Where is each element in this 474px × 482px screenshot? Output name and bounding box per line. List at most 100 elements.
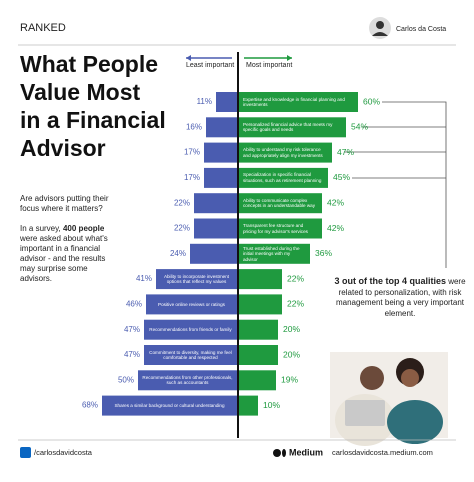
medium-icon <box>273 449 281 457</box>
value-label-most: 19% <box>281 375 298 385</box>
bracket <box>344 101 447 268</box>
value-label-least: 17% <box>184 173 200 182</box>
bar-least <box>204 142 238 163</box>
category-label: Trust established during the initial mee… <box>243 245 300 262</box>
intro-question: Are advisors putting their focus where i… <box>20 194 109 213</box>
value-label-most: 42% <box>327 223 344 233</box>
bar-most <box>238 142 332 163</box>
value-label-most: 22% <box>287 273 304 283</box>
value-label-least: 41% <box>136 274 152 283</box>
arrow-head <box>186 55 191 61</box>
legend-least: Least important <box>186 62 235 69</box>
site: carlosdavidcosta.medium.com <box>332 448 433 457</box>
bar-most <box>238 243 310 264</box>
value-label-least: 17% <box>184 148 200 157</box>
bar-least <box>146 294 238 315</box>
value-label-most: 45% <box>333 172 350 182</box>
category-label: Recommendations from other professionals… <box>142 374 233 386</box>
linkedin-icon <box>20 447 31 458</box>
bar-least <box>156 269 238 290</box>
bar-least <box>206 117 238 138</box>
category-label: Ability to incorporate investment option… <box>163 273 230 285</box>
title-line: Advisor <box>20 135 106 161</box>
bar-least <box>204 167 238 188</box>
bar-most <box>238 294 282 315</box>
value-label-most: 10% <box>263 400 280 410</box>
value-label-least: 16% <box>186 122 202 131</box>
intro-text: In a survey, <box>20 224 63 233</box>
bar-least <box>194 218 238 239</box>
bar-most <box>238 370 276 391</box>
arrow-head <box>287 55 292 61</box>
category-label: Ability to understand my risk tolerance … <box>243 147 323 158</box>
intro-emphasis: 400 people <box>62 224 105 233</box>
category-label: Recommendations from friends or family <box>149 326 232 332</box>
value-label-most: 42% <box>327 197 344 207</box>
bar-least <box>102 395 238 416</box>
bar-most <box>238 117 346 138</box>
header-label: RANKED <box>20 22 66 34</box>
person-face <box>401 369 419 387</box>
annotation-text: were related to personalization, with ri… <box>335 277 466 318</box>
photo <box>330 352 448 446</box>
value-label-most: 60% <box>363 96 380 106</box>
bar-most <box>238 218 322 239</box>
bars: 11% 60% 16% 54% 17% 47% 17% 45% 22% 42% 22% 42% 24% 3… <box>82 92 380 416</box>
bar-least <box>144 345 238 365</box>
value-label-least: 68% <box>82 401 98 410</box>
title-line: in a Financial <box>20 107 166 133</box>
category-label: Specialization in specific financial sit… <box>243 172 322 183</box>
category-label: Commitment to diversity, making me feel … <box>149 349 232 360</box>
annotation-highlight: 3 out of the top 4 qualities <box>334 276 446 286</box>
bar-most <box>238 319 278 340</box>
intro-body: In a survey, 400 people were asked about… <box>20 224 120 284</box>
person-shirt <box>387 400 443 444</box>
author: Carlos da Costa <box>396 26 446 33</box>
bar-most <box>238 345 278 365</box>
value-label-most: 47% <box>337 147 354 157</box>
avatar-body <box>372 32 388 36</box>
bar-least <box>138 370 238 391</box>
value-label-most: 54% <box>351 122 368 132</box>
value-label-least: 22% <box>174 224 190 233</box>
value-label-least: 50% <box>118 375 134 384</box>
category-label: Shares a similar background or cultural … <box>114 402 225 408</box>
value-label-least: 47% <box>124 325 140 334</box>
category-label: Ability to communicate complex concepts … <box>243 197 316 209</box>
annotation: 3 out of the top 4 qualities were relate… <box>325 276 474 319</box>
medium-icon <box>282 449 286 457</box>
category-label: Transparent fee structure and pricing fo… <box>243 223 308 234</box>
linkedin-handle: /carlosdavidcosta <box>34 448 93 457</box>
avatar-head <box>376 21 384 29</box>
value-label-least: 24% <box>170 249 186 258</box>
value-label-most: 20% <box>283 324 300 334</box>
bar-most <box>238 395 258 416</box>
bar-least <box>216 92 238 112</box>
value-label-least: 11% <box>197 97 212 106</box>
laptop <box>345 400 385 426</box>
category-label: Personalized financial advice that meets… <box>243 121 333 133</box>
title: What People Value Most in a Financial Ad… <box>20 50 166 162</box>
value-label-most: 22% <box>287 299 304 309</box>
bar-least <box>144 319 238 340</box>
value-label-least: 47% <box>124 350 140 359</box>
value-label-most: 20% <box>283 349 300 359</box>
person-head <box>360 366 384 390</box>
legend-most: Most important <box>246 62 293 69</box>
bar-most <box>238 167 328 188</box>
intro-text: were asked about what's important in a f… <box>20 234 108 283</box>
bar-least <box>190 243 238 264</box>
value-label-most: 36% <box>315 248 332 258</box>
bar-most <box>238 193 322 214</box>
title-line: Value Most <box>20 79 141 105</box>
bar-least <box>194 193 238 214</box>
value-label-least: 22% <box>174 198 190 207</box>
bar-most <box>238 269 282 290</box>
category-label: Positive online reviews or ratings <box>158 301 225 307</box>
bar-most <box>238 92 358 112</box>
category-label: Expertise and knowledge in financial pla… <box>243 96 345 107</box>
value-label-least: 46% <box>126 300 142 309</box>
title-line: What People <box>20 51 159 77</box>
